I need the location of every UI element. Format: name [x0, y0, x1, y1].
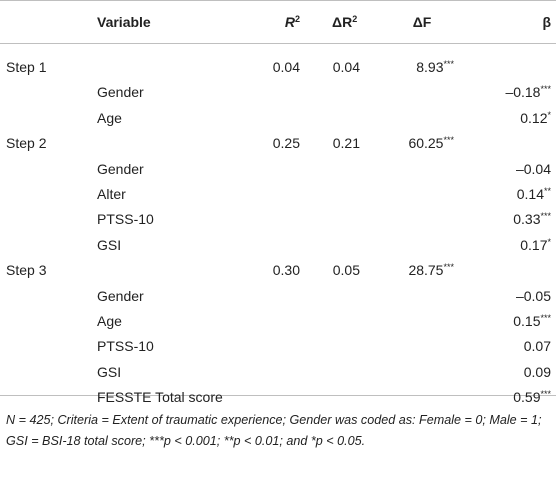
- row-beta-significance: ***: [540, 313, 551, 323]
- row-r2: 0.25: [272, 135, 300, 151]
- row-variable: Alter: [97, 186, 126, 202]
- row-beta-value: 0.33: [513, 211, 541, 227]
- row-delta-f-significance: ***: [443, 135, 454, 145]
- row-beta-value: 0.12: [520, 110, 548, 126]
- row-variable: GSI: [97, 237, 122, 253]
- row-beta-significance: ***: [540, 211, 551, 221]
- row-step: Step 2: [6, 135, 47, 151]
- header-delta-r2-base: ΔR: [332, 14, 353, 30]
- row-delta-f-significance: ***: [443, 59, 454, 69]
- row-beta-value: 0.14: [516, 186, 544, 202]
- row-delta-f: 28.75***: [390, 262, 454, 278]
- table-top-rule: [0, 0, 556, 1]
- table-header-rule: [0, 43, 556, 44]
- row-beta-value: 0.15: [513, 313, 541, 329]
- table-footnote: N = 425; Criteria = Extent of traumatic …: [6, 413, 542, 448]
- row-beta-significance: ***: [540, 84, 551, 94]
- row-delta-r2: 0.21: [332, 135, 360, 151]
- row-step: Step 1: [6, 59, 47, 75]
- row-beta-value: 0.17: [520, 237, 548, 253]
- row-beta: 0.12*: [470, 110, 551, 126]
- row-delta-f-value: 8.93: [416, 59, 444, 75]
- row-variable: Age: [97, 110, 122, 126]
- row-variable: GSI: [97, 364, 122, 380]
- row-beta-value: –0.18: [505, 84, 541, 100]
- header-delta-r2-sup: 2: [352, 14, 358, 24]
- row-beta-significance: ***: [540, 389, 551, 399]
- row-beta-value: 0.09: [523, 364, 551, 380]
- row-delta-r2: 0.05: [332, 262, 360, 278]
- header-r2: R2: [240, 14, 300, 30]
- row-beta: –0.04: [470, 161, 551, 177]
- row-r2: 0.30: [272, 262, 300, 278]
- row-beta: 0.59***: [470, 389, 551, 405]
- row-beta-value: 0.59: [513, 389, 541, 405]
- row-beta: 0.14**: [470, 186, 551, 202]
- row-r2: 0.04: [272, 59, 300, 75]
- header-r2-base: R: [284, 14, 295, 30]
- row-delta-f-value: 28.75: [408, 262, 444, 278]
- row-beta-value: –0.04: [515, 161, 551, 177]
- row-beta: 0.09: [470, 364, 551, 380]
- row-beta-value: –0.05: [515, 288, 551, 304]
- row-variable: Age: [97, 313, 122, 329]
- row-beta-significance: *: [547, 237, 551, 247]
- row-variable: Gender: [97, 161, 144, 177]
- row-beta: 0.15***: [470, 313, 551, 329]
- row-variable: PTSS-10: [97, 338, 154, 354]
- header-variable: Variable: [97, 14, 151, 30]
- header-delta-f: ΔF: [412, 14, 432, 30]
- row-variable: Gender: [97, 84, 144, 100]
- row-beta-value: 0.07: [523, 338, 551, 354]
- row-delta-f-significance: ***: [443, 262, 454, 272]
- row-delta-f-value: 60.25: [408, 135, 444, 151]
- row-beta-significance: **: [543, 186, 551, 196]
- table-bottom-rule: [0, 395, 556, 396]
- row-beta: 0.07: [470, 338, 551, 354]
- row-delta-r2: 0.04: [332, 59, 360, 75]
- row-variable: FESSTE Total score: [97, 389, 223, 405]
- row-beta-significance: *: [547, 110, 551, 120]
- row-variable: PTSS-10: [97, 211, 154, 227]
- row-delta-f: 8.93***: [390, 59, 454, 75]
- row-beta: 0.17*: [470, 237, 551, 253]
- header-beta: β: [542, 14, 551, 30]
- row-step: Step 3: [6, 262, 47, 278]
- row-delta-f: 60.25***: [390, 135, 454, 151]
- header-delta-r2: ΔR2: [332, 14, 357, 30]
- header-r2-sup: 2: [294, 14, 300, 24]
- row-variable: Gender: [97, 288, 144, 304]
- row-beta: –0.05: [470, 288, 551, 304]
- row-beta: –0.18***: [470, 84, 551, 100]
- row-beta: 0.33***: [470, 211, 551, 227]
